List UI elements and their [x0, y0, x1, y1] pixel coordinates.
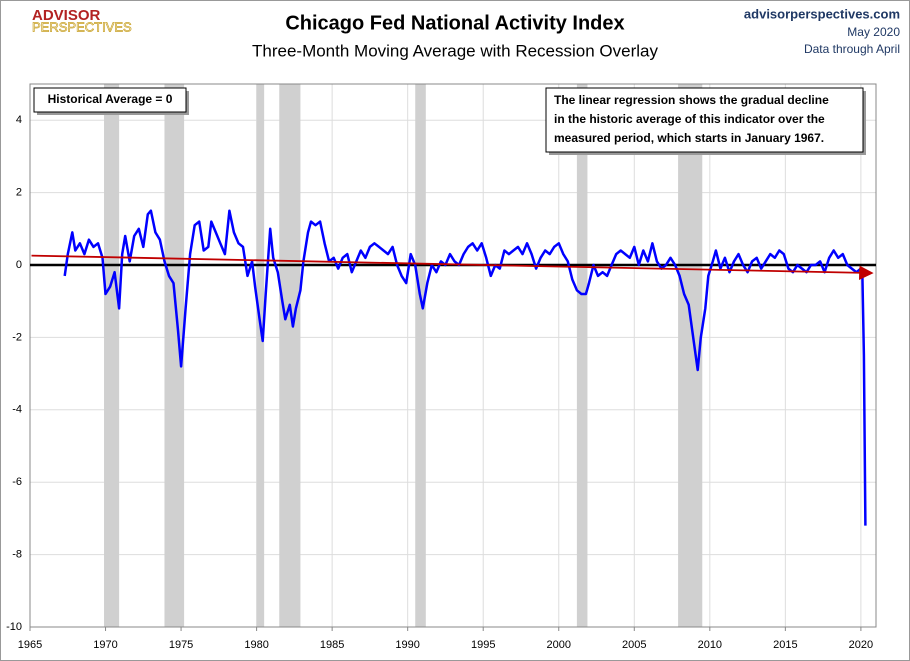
y-tick-label: 2 [16, 187, 22, 199]
data-through: Data through April [804, 42, 900, 56]
annotation: in the historic average of this indicato… [554, 112, 825, 126]
x-tick-label: 1985 [320, 639, 344, 651]
x-tick-label: 1970 [93, 639, 117, 651]
site: advisorperspectives.com [744, 6, 900, 21]
x-tick-label: 2005 [622, 639, 646, 651]
x-tick-label: 1995 [471, 639, 495, 651]
y-tick-label: 0 [16, 259, 22, 271]
y-tick-label: -2 [12, 331, 22, 343]
recession-band [576, 84, 588, 627]
chart-subtitle: Three-Month Moving Average with Recessio… [252, 41, 658, 60]
annotation-box [545, 87, 864, 153]
annotation: Historical Average = 0 [48, 92, 173, 106]
recession-band [164, 84, 185, 627]
annotation: measured period, which starts in January… [554, 131, 824, 145]
x-tick-label: 1990 [395, 639, 419, 651]
x-tick-label: 2010 [698, 639, 722, 651]
trend-line [31, 254, 874, 280]
x-tick-label: 2000 [547, 639, 571, 651]
y-tick-label: -8 [12, 549, 22, 561]
x-tick-label: 1965 [18, 639, 42, 651]
y-tick-label: -6 [12, 476, 22, 488]
annotation-box [33, 87, 187, 113]
date: May 2020 [847, 25, 900, 39]
plot-area: -10 -8 -6 -4 -2 0 2 4 1965 1970 1975 1980 1985 1990 19… [6, 83, 877, 651]
recession-band [415, 84, 426, 627]
x-tick-label: 2020 [849, 639, 873, 651]
recession-band [279, 84, 301, 627]
plot-border [29, 83, 877, 628]
recession-band [256, 84, 265, 627]
x-tick-label: 1980 [244, 639, 268, 651]
y-tick-label: -4 [12, 404, 22, 416]
y-tick-label: 4 [16, 114, 22, 126]
annotation: The linear regression shows the gradual … [554, 93, 829, 107]
chart-title: Chicago Fed National Activity Index [285, 12, 624, 34]
x-tick-label: 2015 [773, 639, 797, 651]
logo-bottom: PERSPECTIVES [32, 19, 132, 34]
logo-top: ADVISOR [32, 7, 101, 24]
plot-background [30, 84, 876, 627]
x-tick-label: 1975 [169, 639, 193, 651]
recession-band [104, 84, 120, 627]
y-tick-label: -10 [6, 621, 22, 633]
